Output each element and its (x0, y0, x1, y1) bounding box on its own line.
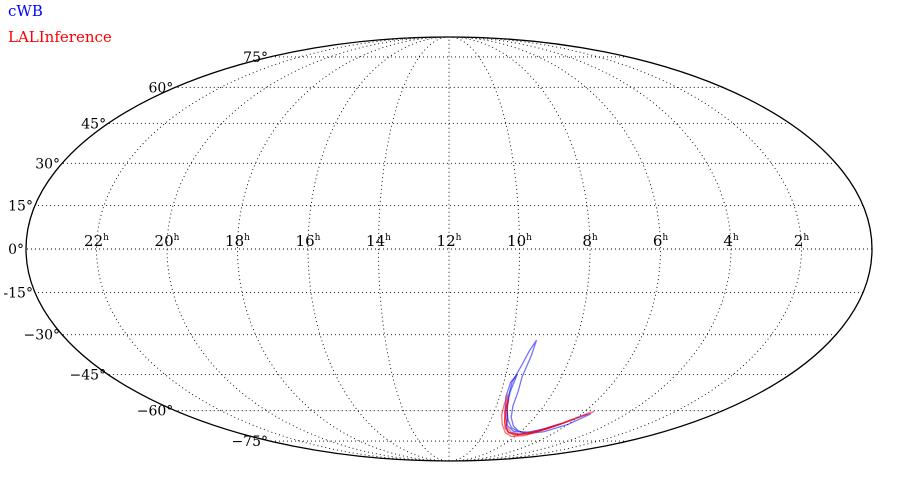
legend-item-cwb: cWB (8, 2, 43, 20)
ra-tick-label: 22h (84, 232, 109, 250)
ra-tick-label: 14h (366, 232, 391, 250)
dec-tick-label: 30° (35, 156, 60, 172)
meridian-line (237, 36, 440, 462)
ra-tick-label: 10h (507, 232, 532, 250)
meridian-line (461, 36, 732, 462)
dec-tick-label: −75° (231, 434, 268, 450)
dec-tick-label: 60° (148, 80, 173, 96)
contour-lalinference (500, 394, 595, 438)
ra-tick-label: 4h (723, 232, 739, 250)
meridian-line (458, 36, 661, 462)
meridian-line (378, 36, 446, 462)
ra-tick-label: 20h (155, 232, 180, 250)
contour-layer (500, 339, 595, 438)
dec-tick-label: −45° (70, 368, 107, 384)
ra-tick-labels: 22h 20h 18h 16h 14h 12h 10h 8h 6h 4h 2h (84, 232, 809, 250)
ra-tick-label: 8h (582, 232, 598, 250)
dec-tick-label: 0° (8, 242, 24, 258)
dec-tick-label: −30° (24, 328, 61, 344)
ra-tick-label: 2h (794, 232, 810, 250)
dec-tick-label: 15° (8, 199, 33, 215)
dec-tick-labels: 75° 60° 45° 30° 15° 0° -15° −30° −45° −60° −75° (3, 50, 268, 450)
contour-cwb (505, 339, 592, 435)
contour-lalinference (503, 398, 574, 436)
legend-label-lalinference: LALInference (8, 28, 112, 46)
meridian-line (452, 36, 520, 462)
dec-tick-label: 75° (243, 50, 268, 66)
meridian-line (307, 36, 443, 462)
sky-boundary (25, 36, 873, 462)
ra-tick-label: 12h (437, 232, 462, 250)
dec-tick-label: 45° (81, 116, 106, 132)
meridian-line (455, 36, 591, 462)
legend-label-cwb: cWB (8, 2, 43, 20)
dec-tick-label: −60° (137, 404, 174, 420)
dec-tick-label: -15° (3, 285, 33, 301)
ra-tick-label: 18h (225, 232, 250, 250)
meridian-line (166, 36, 437, 462)
grid-lines (26, 36, 872, 462)
ra-tick-label: 6h (653, 232, 669, 250)
ra-tick-label: 16h (296, 232, 321, 250)
legend-item-lalinference: LALInference (8, 28, 112, 46)
